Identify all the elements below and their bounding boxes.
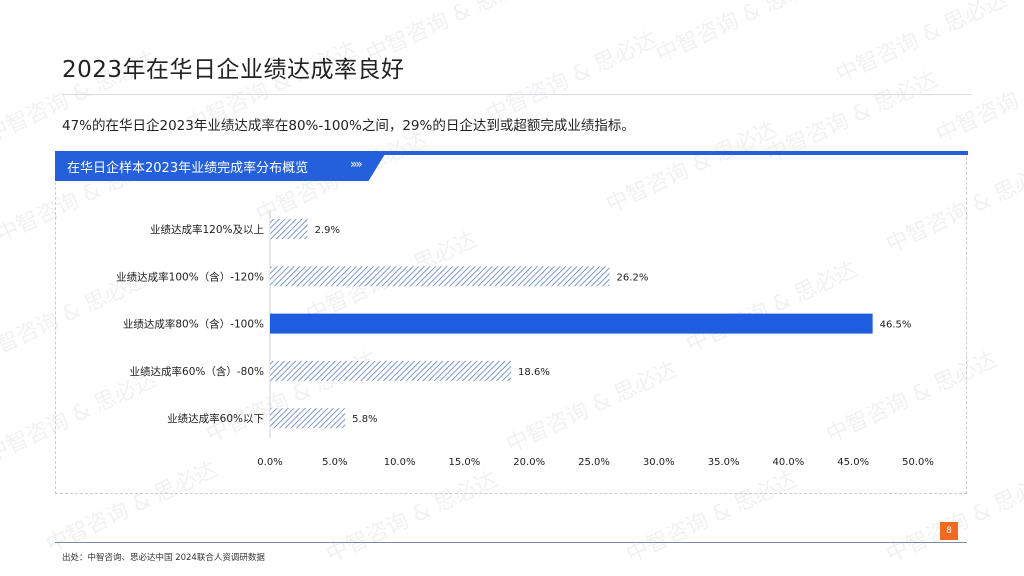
- bar: [270, 219, 308, 239]
- bar-highlighted: [270, 313, 873, 334]
- panel-title: 在华日企样本2023年业绩完成率分布概览: [67, 161, 309, 176]
- x-tick-label: 35.0%: [708, 457, 740, 468]
- bar: [270, 408, 346, 429]
- panel-header-tab: [55, 154, 385, 181]
- page-number-badge: 8: [940, 522, 958, 540]
- category-label: 业绩达成率60%以下: [167, 412, 264, 425]
- footer-divider: [55, 542, 967, 543]
- data-label: 26.2%: [617, 272, 649, 283]
- title-divider: [62, 94, 972, 95]
- x-tick-label: 25.0%: [578, 457, 610, 468]
- data-label: 5.8%: [352, 414, 377, 425]
- x-tick-label: 30.0%: [643, 457, 675, 468]
- bar: [270, 360, 512, 381]
- x-tick-label: 0.0%: [257, 457, 282, 468]
- category-label: 业绩达成率100%（含）-120%: [116, 270, 264, 283]
- bar: [270, 266, 610, 287]
- x-tick-label: 10.0%: [384, 457, 416, 468]
- data-label: 2.9%: [315, 225, 340, 236]
- x-tick-label: 50.0%: [902, 457, 934, 468]
- x-tick-label: 20.0%: [513, 457, 545, 468]
- x-tick-label: 5.0%: [322, 457, 347, 468]
- page-title: 2023年在华日企业绩达成率良好: [62, 57, 405, 83]
- x-tick-label: 45.0%: [837, 457, 869, 468]
- category-label: 业绩达成率60%（含）-80%: [130, 365, 264, 378]
- x-tick-label: 40.0%: [773, 457, 805, 468]
- source-note: 出处：中智咨询、思必达中国 2024联合人资调研数据: [62, 553, 265, 563]
- data-label: 46.5%: [880, 320, 912, 331]
- panel-top-accent-line: [55, 151, 968, 155]
- data-label: 18.6%: [518, 367, 550, 378]
- category-label: 业绩达成率80%（含）-100%: [123, 318, 264, 331]
- x-tick-label: 15.0%: [449, 457, 481, 468]
- category-label: 业绩达成率120%及以上: [150, 223, 264, 236]
- double-chevron-right-icon: »»: [350, 157, 363, 171]
- page-subtitle: 47%的在华日企2023年业绩达成率在80%-100%之间，29%的日企达到或超…: [62, 118, 635, 134]
